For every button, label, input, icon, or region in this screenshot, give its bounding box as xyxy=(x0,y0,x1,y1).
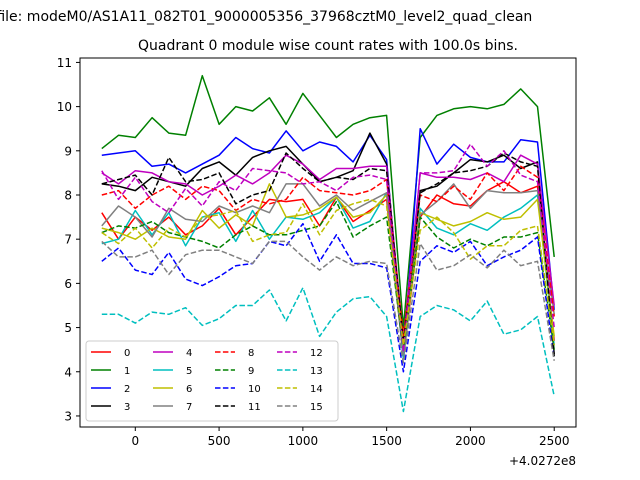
legend-label-3: 3 xyxy=(124,402,130,413)
legend-label-10: 10 xyxy=(248,384,261,395)
series-line-11 xyxy=(101,152,555,357)
y-tick-label: 7 xyxy=(64,233,72,247)
legend-label-8: 8 xyxy=(248,348,254,359)
series-line-15 xyxy=(101,240,555,364)
x-offset-label: +4.0272e8 xyxy=(509,454,576,468)
y-tick-label: 4 xyxy=(64,365,72,379)
x-tick-label: 1500 xyxy=(371,434,402,448)
legend-label-7: 7 xyxy=(186,402,192,413)
x-tick-label: 2000 xyxy=(455,434,486,448)
series-line-14 xyxy=(101,198,555,346)
y-tick-label: 11 xyxy=(57,56,72,70)
series-line-1 xyxy=(101,74,555,329)
legend-label-14: 14 xyxy=(310,384,323,395)
legend-label-0: 0 xyxy=(124,348,130,359)
legend-label-4: 4 xyxy=(186,348,192,359)
y-tick-label: 8 xyxy=(64,188,72,202)
series-line-3 xyxy=(101,132,555,355)
series-line-10 xyxy=(101,222,555,373)
legend-label-13: 13 xyxy=(310,366,323,377)
figure-suptitle: n file: modeM0/AS1A11_082T01_9000005356_… xyxy=(0,9,533,25)
legend-label-2: 2 xyxy=(124,384,130,395)
legend-label-11: 11 xyxy=(248,402,261,413)
legend-label-15: 15 xyxy=(310,402,323,413)
x-tick-label: 1000 xyxy=(288,434,319,448)
series-line-6 xyxy=(101,183,555,342)
series-line-7 xyxy=(101,183,555,355)
legend-label-9: 9 xyxy=(248,366,254,377)
series-line-0 xyxy=(101,180,555,360)
series-line-4 xyxy=(101,154,555,342)
axes-frame xyxy=(79,57,577,428)
series-line-8 xyxy=(101,165,555,338)
x-tick-label: 0 xyxy=(131,434,139,448)
y-axis: 3 4 5 6 7 8 9 10 11 xyxy=(57,56,80,423)
legend-label-6: 6 xyxy=(186,384,192,395)
y-tick-label: 5 xyxy=(64,321,72,335)
x-tick-label: 500 xyxy=(208,434,231,448)
y-tick-label: 3 xyxy=(64,409,72,423)
series-line-5 xyxy=(101,192,555,360)
y-tick-label: 10 xyxy=(57,100,72,114)
legend-label-12: 12 xyxy=(310,348,323,359)
series-layer xyxy=(101,74,555,413)
y-tick-label: 6 xyxy=(64,277,72,291)
series-line-9 xyxy=(101,200,555,351)
chart-title: Quadrant 0 module wise count rates with … xyxy=(138,38,518,54)
legend-label-1: 1 xyxy=(124,366,130,377)
y-tick-label: 9 xyxy=(64,144,72,158)
legend-label-5: 5 xyxy=(186,366,192,377)
series-line-12 xyxy=(101,143,555,353)
legend-box xyxy=(85,340,339,422)
x-tick-label: 2500 xyxy=(539,434,570,448)
x-axis: 0 500 1000 1500 2000 2500 xyxy=(131,427,569,448)
series-line-13 xyxy=(101,287,555,413)
